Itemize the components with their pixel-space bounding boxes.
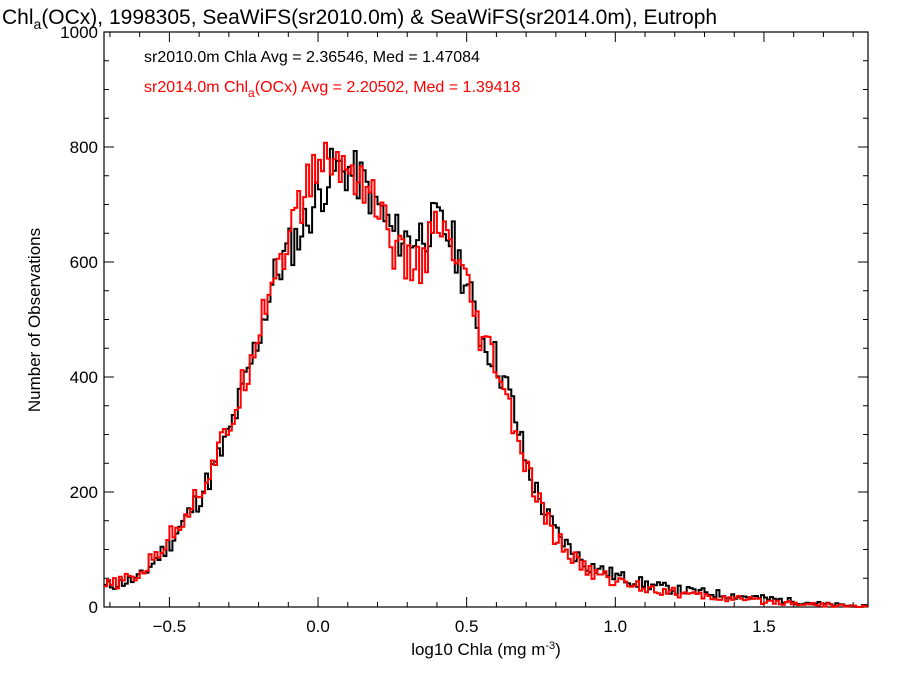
x-tick-label: 0.5 [455, 617, 479, 636]
x-axis-title: log10 Chla (mg m-3) [411, 640, 561, 659]
title-rest: (OCx), 1998305, SeaWiFS(sr2010.0m) & Sea… [41, 6, 717, 29]
y-tick-label: 800 [70, 138, 98, 157]
y-tick-label: 1000 [60, 23, 98, 42]
x-tick-label: 1.5 [752, 617, 776, 636]
y-tick-label: 0 [89, 598, 98, 617]
title-main: Chl [2, 6, 34, 29]
series-sr2010.0m-histogram [104, 147, 868, 608]
chart-title: Chla(OCx), 1998305, SeaWiFS(sr2010.0m) &… [2, 6, 717, 32]
y-tick-label: 600 [70, 253, 98, 272]
legend-sr2014-subscript: a [248, 86, 255, 100]
legend-sr2014-suffix: (OCx) Avg = 2.20502, Med = 1.39418 [255, 79, 521, 96]
title-subscript: a [34, 16, 42, 32]
x-tick-label: −0.5 [153, 617, 187, 636]
ticks-layer: −0.5 0.0 0.5 1.0 1.5 0 200 400 600 800 1000 [60, 23, 868, 636]
legend-entry-sr2010: sr2010.0m Chla Avg = 2.36546, Med = 1.47… [144, 49, 480, 66]
x-axis-title-prefix: log10 Chla (mg m [411, 640, 545, 659]
series-sr2014.0m-histogram [104, 141, 868, 608]
series-layer [104, 141, 868, 608]
plot-frame [103, 31, 869, 608]
x-axis-title-superscript: -3 [545, 640, 555, 652]
x-tick-label: 1.0 [603, 617, 627, 636]
y-axis-title: Number of Observations [25, 228, 44, 412]
y-tick-label: 200 [70, 483, 98, 502]
legend-entry-sr2014: sr2014.0m Chla(OCx) Avg = 2.20502, Med =… [144, 79, 520, 100]
x-tick-label: 0.0 [306, 617, 330, 636]
x-axis-title-suffix: ) [555, 640, 561, 659]
y-tick-label: 400 [70, 368, 98, 387]
legend-sr2014-prefix: sr2014.0m Chl [144, 79, 248, 96]
